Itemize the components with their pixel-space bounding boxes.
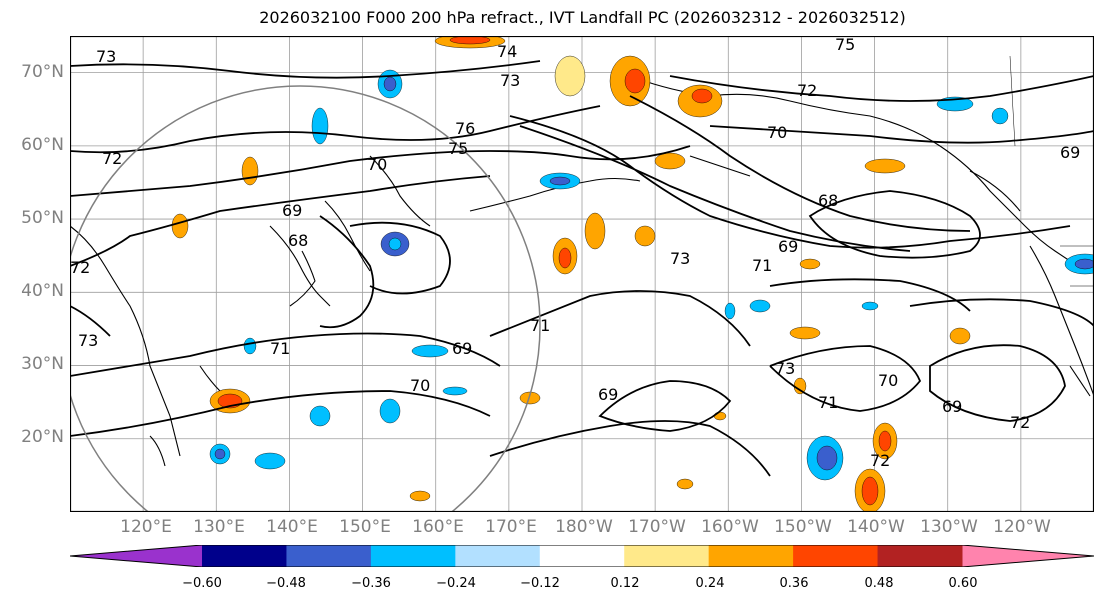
colorbar-segment: [793, 545, 879, 567]
colorbar-segment: [539, 545, 625, 567]
lon-label: 140°E: [266, 517, 318, 537]
lon-label: 170°W: [628, 517, 686, 537]
contour-label-group: 73 74 75 73 72 72 70 76 75 70 72 68 69 6…: [70, 36, 1080, 470]
lon-label: 180°W: [555, 517, 613, 537]
lon-label: 150°W: [774, 517, 832, 537]
colorbar-tick-label: 0.24: [695, 576, 725, 591]
colorbar-tick-label: 0.60: [948, 576, 978, 591]
contour-label: 69: [452, 339, 472, 358]
colorbar-tick-label: −0.24: [436, 576, 476, 591]
contour-label: 70: [878, 371, 898, 390]
colorbar: [70, 545, 1094, 567]
contour-label: 68: [288, 231, 308, 250]
lon-label: 140°W: [847, 517, 905, 537]
lon-label: 150°E: [339, 517, 391, 537]
contour-label: 75: [835, 36, 855, 54]
colorbar-extend-max: [962, 545, 1094, 567]
contour-label: 74: [497, 42, 517, 61]
contour-label: 70: [367, 155, 387, 174]
colorbar-tick-label: 0.48: [864, 576, 894, 591]
contour-label: 73: [96, 47, 116, 66]
lon-label: 160°W: [701, 517, 759, 537]
refractivity-contours: [70, 60, 1094, 477]
map-title: 2026032100 F000 200 hPa refract., IVT La…: [259, 8, 906, 27]
lat-label: 30°N: [21, 354, 64, 374]
contour-label: 72: [1010, 413, 1030, 432]
lat-label: 70°N: [21, 62, 64, 82]
landfall-circle: [70, 85, 541, 512]
colorbar-segment: [286, 545, 372, 567]
colorbar-tick-label: 0.12: [610, 576, 640, 591]
lon-label: 120°W: [993, 517, 1051, 537]
colorbar-extend-min: [70, 545, 202, 567]
contour-label: 71: [752, 256, 772, 275]
lon-label: 130°E: [193, 517, 245, 537]
contour-label: 69: [942, 397, 962, 416]
contour-label: 72: [102, 149, 122, 168]
lon-label: 120°E: [120, 517, 172, 537]
contour-label: 68: [818, 191, 838, 210]
colorbar-tick-label: −0.60: [182, 576, 222, 591]
contour-label: 69: [1060, 143, 1080, 162]
lat-label: 40°N: [21, 281, 64, 301]
contour-label: 71: [270, 339, 290, 358]
colorbar-tick-label: −0.48: [266, 576, 306, 591]
lon-label: 160°E: [412, 517, 464, 537]
map-panel: 73 74 75 73 72 72 70 76 75 70 72 68 69 6…: [70, 36, 1094, 512]
contour-label: 71: [530, 316, 550, 335]
contour-label: 69: [598, 385, 618, 404]
contour-label: 73: [500, 71, 520, 90]
contour-label: 70: [767, 123, 787, 142]
ivt-shading: [171, 36, 1094, 512]
colorbar-segment: [708, 545, 794, 567]
contour-label: 76: [455, 119, 475, 138]
contour-label: 72: [797, 81, 817, 100]
contour-label: 70: [410, 376, 430, 395]
contour-label: 71: [818, 393, 838, 412]
colorbar-segment: [202, 545, 287, 567]
colorbar-segment: [370, 545, 456, 567]
colorbar-segment: [455, 545, 541, 567]
contour-label: 72: [870, 451, 890, 470]
lat-label: 50°N: [21, 208, 64, 228]
colorbar-segment: [624, 545, 710, 567]
lat-label: 20°N: [21, 427, 64, 447]
contour-label: 73: [670, 249, 690, 268]
colorbar-segment: [877, 545, 963, 567]
lat-label: 60°N: [21, 135, 64, 155]
contour-label: 69: [282, 201, 302, 220]
contour-label: 73: [775, 359, 795, 378]
graticule: [70, 36, 1094, 512]
colorbar-tick-label: −0.36: [351, 576, 391, 591]
contour-label: 72: [70, 258, 90, 277]
colorbar-tick-label: 0.36: [779, 576, 809, 591]
contour-label: 73: [78, 331, 98, 350]
colorbar-tick-label: −0.12: [520, 576, 560, 591]
political-borders: [1009, 55, 1094, 287]
lon-label: 170°E: [485, 517, 537, 537]
contour-label: 69: [778, 237, 798, 256]
lon-label: 130°W: [920, 517, 978, 537]
contour-label: 75: [448, 139, 468, 158]
